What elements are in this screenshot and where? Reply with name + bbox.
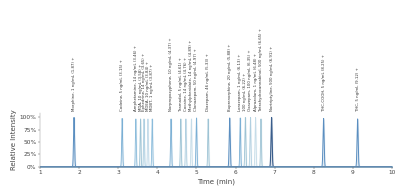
Text: Morphine, 1 ng/mL (1.87) +: Morphine, 1 ng/mL (1.87) + <box>72 56 76 111</box>
Text: MDEA, 10 ng/mL (3.84) +: MDEA, 10 ng/mL (3.84) + <box>146 61 150 111</box>
Text: THC-COOH, 5 ng/mL (8.25) +: THC-COOH, 5 ng/mL (8.25) + <box>322 54 326 111</box>
Text: MDA, 10 ng/mL (3.58) +: MDA, 10 ng/mL (3.58) + <box>138 63 142 111</box>
Text: Ephedrine, 14 ng/mL (3.65) +: Ephedrine, 14 ng/mL (3.65) + <box>142 52 146 111</box>
Text: Tramadol, 5 ng/mL (4.61) +: Tramadol, 5 ng/mL (4.61) + <box>179 57 183 111</box>
Text: Tetrahydrocannabinol, 500 ng/mL (6.65) +: Tetrahydrocannabinol, 500 ng/mL (6.65) + <box>259 28 263 111</box>
Text: Clonazepam, 50 ng/mL (4.97) +: Clonazepam, 50 ng/mL (4.97) + <box>194 48 198 111</box>
Text: Buprenorphine, 20 ng/mL (5.88) +: Buprenorphine, 20 ng/mL (5.88) + <box>228 43 232 111</box>
Text: Cocaine, 14 ng/mL (4.76) +: Cocaine, 14 ng/mL (4.76) + <box>184 56 188 111</box>
Text: 100 ng/mL (6.22) +: 100 ng/mL (6.22) + <box>243 72 247 111</box>
Text: Nortriptyline, 500 ng/mL (6.91) +: Nortriptyline, 500 ng/mL (6.91) + <box>270 45 274 111</box>
X-axis label: Time (min): Time (min) <box>197 178 235 184</box>
Text: Norpropoxyphene, 10 ng/mL (4.37) +: Norpropoxyphene, 10 ng/mL (4.37) + <box>169 37 173 111</box>
Text: THC, 5 ng/mL (9.12) +: THC, 5 ng/mL (9.12) + <box>356 67 360 111</box>
Text: Amphetamine, 14 ng/mL (3.46) +: Amphetamine, 14 ng/mL (3.46) + <box>134 45 138 111</box>
Text: Methylphenidate, 14 ng/mL (4.89) +: Methylphenidate, 14 ng/mL (4.89) + <box>189 39 193 111</box>
Text: Alprazolam, 1 ng/mL (6.48) +: Alprazolam, 1 ng/mL (6.48) + <box>254 53 258 111</box>
Text: MDBT, 1 ng/mL (3.87) +: MDBT, 1 ng/mL (3.87) + <box>150 63 154 111</box>
Text: Lorazepam, 1 ng/mL (6.13) +: Lorazepam, 1 ng/mL (6.13) + <box>238 53 242 111</box>
Y-axis label: Relative Intensity: Relative Intensity <box>11 109 17 170</box>
Text: Oxazepam, 100 ng/mL (6.35) +: Oxazepam, 100 ng/mL (6.35) + <box>248 49 252 111</box>
Text: Diazepam, 46 ng/mL (5.33) +: Diazepam, 46 ng/mL (5.33) + <box>206 53 210 111</box>
Text: Codeine, 5 ng/mL (3.15) +: Codeine, 5 ng/mL (3.15) + <box>120 59 124 111</box>
